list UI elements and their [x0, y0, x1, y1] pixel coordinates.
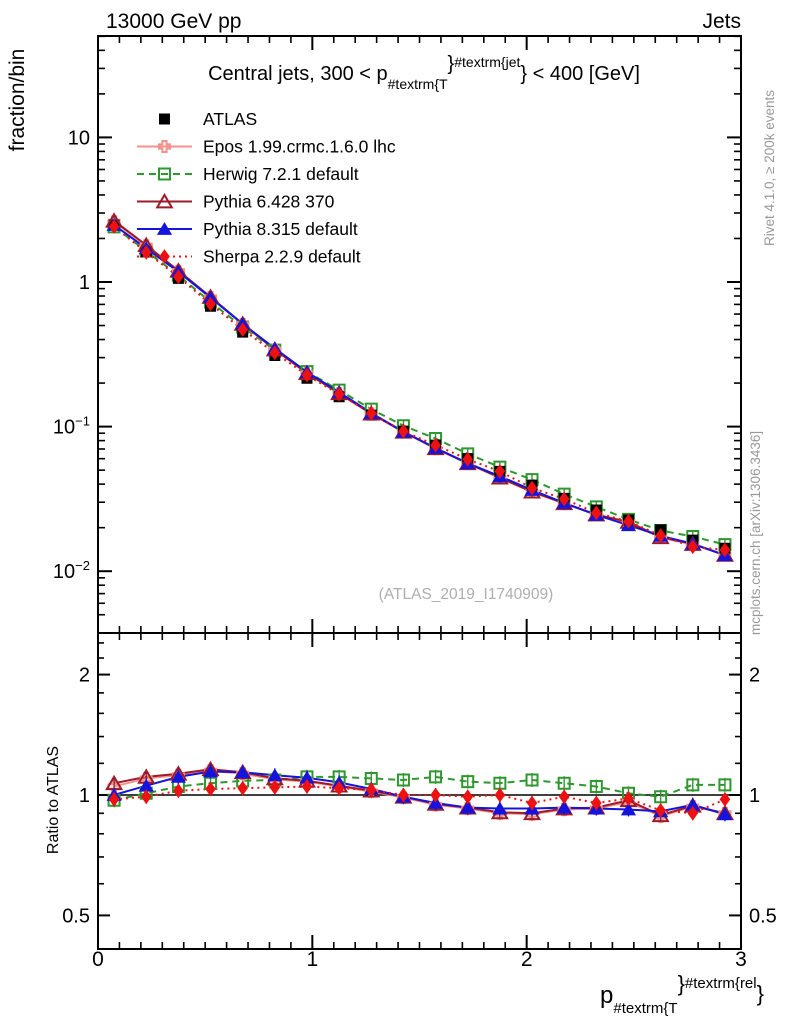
x-axis-ticks — [97, 36, 742, 949]
legend-item-atlas: ATLAS — [159, 109, 257, 129]
legend-marker-atlas-icon — [159, 113, 170, 125]
svg-text:10−1: 10−1 — [53, 414, 90, 439]
legend: ATLAS Epos 1.99.crmc.1.6.0 lhc Herwig 7.2.… — [137, 109, 396, 267]
series-herwig-line — [113, 226, 726, 546]
legend-marker-sherpa-icon — [159, 249, 170, 264]
svg-text:10: 10 — [68, 127, 90, 149]
y-axis-label-ratio: Ratio to ATLAS — [45, 746, 62, 854]
legend-item-pythia6: Pythia 6.428 370 — [137, 192, 335, 212]
legend-label-epos: Epos 1.99.crmc.1.6.0 lhc — [203, 137, 396, 157]
legend-marker-herwig-icon — [158, 167, 171, 181]
svg-text:2: 2 — [749, 665, 760, 687]
sidenote-rivet-version: Rivet 4.1.0, ≥ 200k events — [762, 90, 777, 246]
svg-text:0: 0 — [92, 948, 104, 971]
ratio-series-sherpa-markers — [108, 779, 731, 821]
legend-label-atlas: ATLAS — [203, 109, 257, 129]
header-beam-energy: 13000 GeV pp — [106, 10, 242, 33]
svg-text:0.5: 0.5 — [749, 905, 777, 927]
x-axis-label: p#textrm{T}#textrm{rel} — [600, 971, 764, 1017]
plot-title: Central jets, 300 < p#textrm{T}#textrm{j… — [208, 53, 640, 92]
main-panel-frame — [97, 35, 742, 634]
series-pythia6-markers — [105, 212, 734, 562]
legend-item-sherpa: Sherpa 2.2.9 default — [137, 247, 361, 267]
series-sherpa-markers — [108, 219, 731, 558]
ratio-panel-frame — [97, 632, 742, 950]
legend-marker-pythia8-icon — [156, 222, 173, 235]
svg-text:1: 1 — [79, 272, 90, 294]
svg-text:10−2: 10−2 — [53, 558, 90, 583]
legend-label-pythia8: Pythia 8.315 default — [203, 219, 358, 239]
svg-text:1: 1 — [306, 948, 318, 971]
series-pythia8-markers — [106, 217, 733, 562]
svg-text:1: 1 — [749, 785, 760, 807]
panel-frames — [97, 35, 742, 950]
series-herwig-markers — [107, 220, 732, 552]
legend-marker-pythia6-icon — [155, 193, 174, 209]
x-axis-tick-labels: 0 1 2 3 — [92, 948, 747, 971]
svg-text:2: 2 — [79, 665, 90, 687]
svg-text:2: 2 — [521, 948, 533, 971]
series-pythia6-line — [113, 219, 726, 556]
legend-marker-epos-icon — [158, 140, 171, 153]
series-epos-markers — [107, 215, 732, 562]
watermark-analysis-id: (ATLAS_2019_I1740909) — [0, 586, 786, 604]
header-analysis-group: Jets — [702, 10, 741, 33]
svg-text:1: 1 — [79, 785, 90, 807]
y-axis-ticks-main — [98, 35, 741, 616]
legend-label-herwig: Herwig 7.2.1 default — [203, 164, 359, 184]
axis-titles: fraction/bin Ratio to ATLAS Central jets, … — [6, 49, 764, 1017]
legend-item-pythia8: Pythia 8.315 default — [137, 219, 358, 239]
y-axis-labels-main: 10 1 10−1 10−2 — [53, 127, 90, 583]
series-atlas-markers — [108, 219, 731, 554]
series-sherpa-line — [113, 225, 726, 551]
y-axis-ticks-ratio: 2 2 1 1 0.5 0.5 — [62, 642, 777, 927]
svg-text:3: 3 — [735, 948, 747, 971]
legend-item-herwig: Herwig 7.2.1 default — [137, 164, 359, 184]
series-pythia8-line — [113, 224, 726, 557]
y-axis-label-main: fraction/bin — [6, 49, 29, 152]
series-epos-line — [113, 221, 726, 556]
legend-label-pythia6: Pythia 6.428 370 — [203, 192, 335, 212]
watermark-text: (ATLAS_2019_I1740909) — [378, 586, 554, 603]
svg-text:0.5: 0.5 — [62, 905, 90, 927]
legend-label-sherpa: Sherpa 2.2.9 default — [203, 247, 361, 267]
legend-item-epos: Epos 1.99.crmc.1.6.0 lhc — [137, 137, 396, 157]
